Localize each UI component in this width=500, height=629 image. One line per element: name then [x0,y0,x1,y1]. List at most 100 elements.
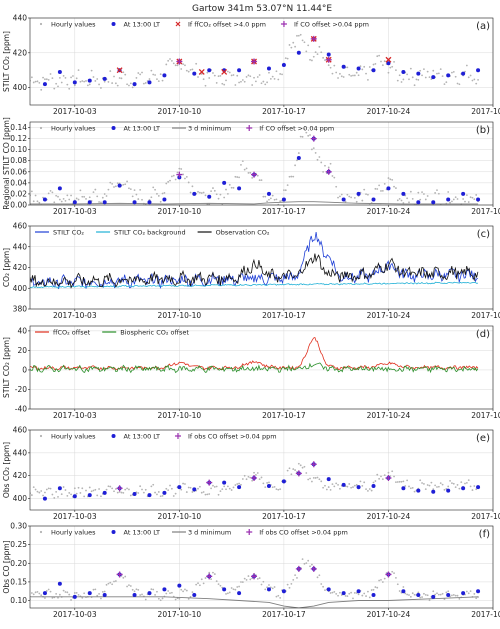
noon-point [416,488,421,493]
hourly-point [428,484,431,487]
hourly-point [98,83,100,86]
legend-label: ffCO₂ offset [53,328,91,336]
hourly-point [234,588,237,591]
hourly-point [434,593,437,596]
hourly-point [269,77,272,80]
hourly-point [249,476,252,479]
noon-point [266,66,271,71]
hourly-point [72,75,74,77]
hourly-point [68,198,71,201]
hourly-point [157,195,160,197]
hourly-point [312,55,315,58]
hourly-point [204,577,207,579]
hourly-point [129,82,132,85]
hourly-point [141,593,143,596]
hourly-point [260,583,263,586]
hourly-point [225,188,227,191]
hourly-point [114,488,117,490]
x-tick-label: 2017-10-10 [158,107,202,116]
hourly-point [109,70,112,72]
hourly-point [273,485,276,488]
hourly-point [396,79,399,82]
y-tick-label: 0.30 [10,522,27,531]
series-layer [30,128,481,205]
hourly-point [376,55,379,58]
hourly-point [154,491,156,494]
series-line [30,362,479,374]
hourly-point [277,78,280,81]
hourly-point [217,493,220,496]
hourly-point [260,476,263,479]
hourly-point [305,131,308,134]
noon-point [416,592,421,597]
y-tick-label: 440 [13,14,28,23]
hourly-point [103,193,106,195]
hourly-point [413,490,416,493]
y-tick-label: 0.10 [10,145,27,154]
hourly-point [380,190,382,192]
hourly-point [45,488,48,491]
legend-label: If obs CO offset >0.04 ppm [188,432,277,440]
noon-point [192,592,197,597]
hourly-point [303,562,306,565]
hourly-point [219,193,222,196]
y-tick-label: 400 [13,83,28,92]
hourly-point [471,79,474,82]
hourly-point [159,200,162,203]
hourly-point [210,190,212,193]
hourly-point [208,203,211,205]
noon-point [341,482,346,487]
noon-point [192,191,197,196]
legend-swatch [111,22,116,26]
legend-label: If ffCO₂ offset >4.0 ppm [188,20,266,28]
noon-point [42,82,47,87]
noon-point [356,485,361,490]
hourly-point [393,60,395,63]
hourly-point [383,60,386,63]
hourly-point [318,45,321,48]
legend-swatch [111,530,116,534]
hourly-point [337,594,339,597]
hourly-point [219,584,222,587]
hourly-point [292,175,295,178]
co-offset-marker [206,573,213,580]
hourly-point [124,575,127,578]
hourly-point [219,490,222,493]
hourly-point [79,80,82,83]
hourly-point [241,581,244,583]
hourly-point [286,583,289,586]
legend-label: At 13:00 LT [124,432,160,440]
hourly-point [344,200,347,203]
hourly-point [94,80,97,82]
hourly-point [215,485,218,488]
hourly-point [464,70,466,73]
hourly-point [475,194,478,196]
hourly-point [436,189,438,192]
hourly-point [100,495,102,498]
noon-point [341,591,346,596]
hourly-point [387,177,390,179]
noon-point [416,200,421,205]
hourly-point [150,196,153,199]
hourly-point [284,57,287,60]
hourly-point [469,196,472,199]
hourly-point [346,66,349,69]
hourly-point [32,81,35,84]
series-line [30,253,479,289]
noon-point [401,589,406,594]
x-tick-label: 2017-10-17 [262,610,306,619]
legend-entry: STILT CO₂ background [96,228,186,236]
hourly-point [189,596,192,598]
hourly-point [247,74,250,77]
noon-point [102,592,107,597]
co-offset-marker [295,470,302,477]
hourly-point [352,486,354,488]
hourly-point [301,558,304,561]
hourly-point [279,488,282,491]
legend-label: If CO offset >0.04 ppm [294,20,369,28]
hourly-point [182,173,184,176]
hourly-point [251,176,254,179]
hourly-point [454,594,457,597]
hourly-point [64,199,67,202]
hourly-point [79,492,82,494]
